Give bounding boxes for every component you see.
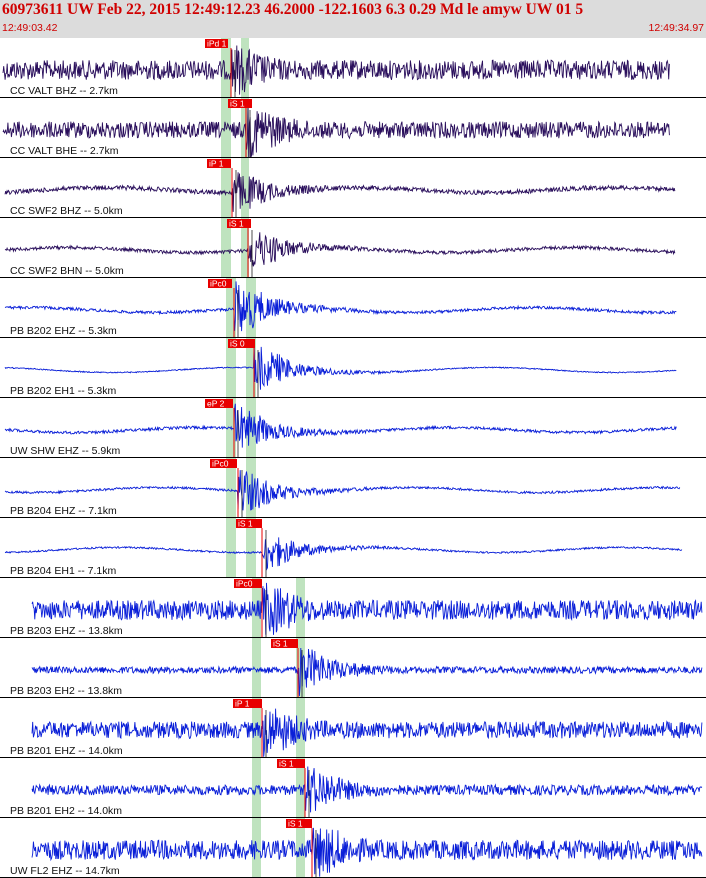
trace-row: iS 1 PB B203 EH2 -- 13.8km	[0, 639, 706, 698]
trace-row: iP 1 CC SWF2 BHZ -- 5.0km	[0, 159, 706, 218]
trace-row: iS 1 CC VALT BHE -- 2.7km	[0, 99, 706, 158]
pick-marker[interactable]	[205, 399, 233, 408]
pick-label: iP 1	[209, 159, 224, 169]
trace-row: iPd 1 CC VALT BHZ -- 2.7km	[0, 39, 706, 98]
pick-label: iPd 1	[207, 39, 227, 49]
end-time: 12:49:34.97	[648, 22, 704, 34]
station-label: PB B204 EH1 -- 7.1km	[10, 565, 116, 577]
seismogram-panel: iPd 1 CC VALT BHZ -- 2.7km iS 1 CC VALT BHE…	[0, 38, 706, 878]
pick-marker[interactable]	[228, 339, 255, 348]
pick-label: iS 1	[288, 819, 303, 829]
pick-marker[interactable]	[227, 219, 251, 228]
pick-label: iPc0	[212, 459, 229, 469]
waveform	[31, 827, 703, 877]
station-label: PB B202 EH1 -- 5.3km	[10, 385, 116, 397]
waveform	[31, 582, 703, 635]
pick-marker[interactable]	[277, 759, 305, 768]
waveform	[31, 647, 703, 697]
pick-label: iS 1	[273, 639, 288, 649]
station-label: PB B201 EH2 -- 14.0km	[10, 805, 122, 817]
waveform	[2, 106, 670, 158]
waveform	[4, 281, 677, 332]
trace-row: iPc0 PB B202 EHZ -- 5.3km	[0, 279, 706, 338]
station-label: PB B202 EHZ -- 5.3km	[10, 325, 117, 337]
pick-label: iS 1	[238, 519, 253, 529]
trace-row: iPc0 PB B203 EHZ -- 13.8km	[0, 579, 706, 638]
station-label: UW SHW EHZ -- 5.9km	[10, 445, 120, 457]
header-bar: 60973611 UW Feb 22, 2015 12:49:12.23 46.…	[0, 0, 706, 38]
station-label: CC SWF2 BHZ -- 5.0km	[10, 205, 123, 217]
station-label: PB B201 EHZ -- 14.0km	[10, 745, 123, 757]
pick-marker[interactable]	[271, 639, 298, 648]
station-label: PB B204 EHZ -- 7.1km	[10, 505, 117, 517]
pick-marker[interactable]	[233, 699, 262, 708]
trace-row: iP 1 PB B201 EHZ -- 14.0km	[0, 699, 706, 758]
trace-row: iS 1 CC SWF2 BHN -- 5.0km	[0, 219, 706, 278]
waveform	[4, 342, 677, 390]
trace-row: iS 1 PB B204 EH1 -- 7.1km	[0, 519, 706, 578]
pick-marker[interactable]	[208, 279, 232, 288]
pick-label: iS 1	[230, 99, 245, 109]
pick-marker[interactable]	[234, 579, 262, 588]
station-label: CC VALT BHE -- 2.7km	[10, 145, 119, 157]
pick-marker[interactable]	[236, 519, 262, 528]
trace-row: iS 0 PB B202 EH1 -- 5.3km	[0, 339, 706, 398]
station-label: PB B203 EHZ -- 13.8km	[10, 625, 123, 637]
waveform	[4, 232, 676, 267]
waveform	[31, 708, 703, 757]
pick-label: iS 0	[230, 339, 245, 349]
waveform	[2, 45, 670, 95]
waveform	[31, 766, 703, 813]
waveform	[4, 470, 681, 511]
event-title: 60973611 UW Feb 22, 2015 12:49:12.23 46.…	[2, 1, 584, 18]
pick-label: iS 1	[279, 759, 294, 769]
trace-row: iS 1 UW FL2 EHZ -- 14.7km	[0, 819, 706, 878]
pick-marker[interactable]	[228, 99, 252, 108]
pick-label: iP 1	[235, 699, 250, 709]
station-label: CC SWF2 BHN -- 5.0km	[10, 265, 124, 277]
trace-row: iPc0 PB B204 EHZ -- 7.1km	[0, 459, 706, 518]
waveform	[4, 403, 677, 448]
pick-label: iS 1	[229, 219, 244, 229]
station-label: CC VALT BHZ -- 2.7km	[10, 85, 118, 97]
pick-marker[interactable]	[207, 159, 231, 168]
waveform	[4, 537, 683, 571]
pick-label: iPc0	[210, 279, 227, 289]
pick-marker[interactable]	[286, 819, 312, 828]
station-label: PB B203 EH2 -- 13.8km	[10, 685, 122, 697]
pick-marker[interactable]	[205, 39, 228, 48]
pick-label: iPc0	[236, 579, 253, 589]
waveform	[4, 172, 676, 212]
trace-row: eP 2 UW SHW EHZ -- 5.9km	[0, 399, 706, 458]
start-time: 12:49:03.42	[2, 22, 58, 34]
trace-row: iS 1 PB B201 EH2 -- 14.0km	[0, 759, 706, 818]
station-label: UW FL2 EHZ -- 14.7km	[10, 865, 120, 877]
pick-label: eP 2	[207, 399, 225, 409]
pick-marker[interactable]	[210, 459, 237, 468]
